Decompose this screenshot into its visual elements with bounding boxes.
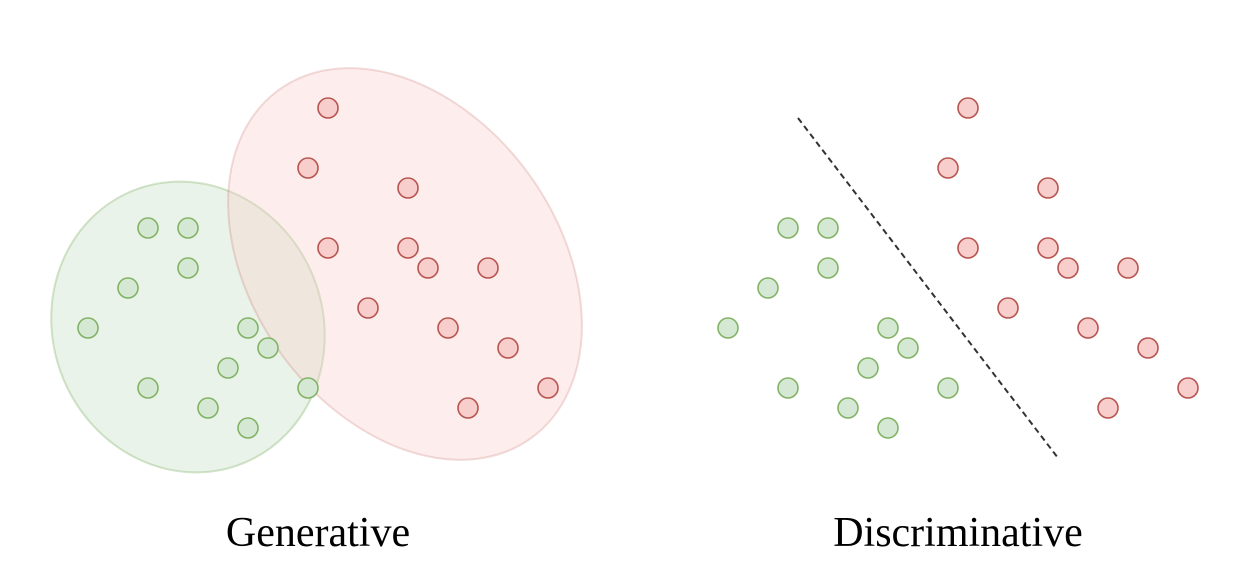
- class-a-point: [817, 217, 839, 239]
- discriminative-caption: Discriminative: [833, 510, 1083, 556]
- class-b-point: [1037, 177, 1059, 199]
- class-a-point: [137, 217, 159, 239]
- discriminative-points: [717, 97, 1199, 439]
- class-b-point: [937, 157, 959, 179]
- class-a-point: [757, 277, 779, 299]
- class-a-point: [857, 357, 879, 379]
- class-a-point: [117, 277, 139, 299]
- decision-boundary: [797, 117, 1059, 459]
- class-a-point: [817, 257, 839, 279]
- class-b-point: [317, 97, 339, 119]
- class-b-point: [417, 257, 439, 279]
- class-b-point: [1177, 377, 1199, 399]
- class-b-point: [457, 397, 479, 419]
- class-a-point: [297, 377, 319, 399]
- class-b-point: [1097, 397, 1119, 419]
- generative-caption: Generative: [226, 510, 410, 556]
- class-a-point: [197, 397, 219, 419]
- class-a-point: [237, 317, 259, 339]
- class-b-point: [1137, 337, 1159, 359]
- class-a-point: [257, 337, 279, 359]
- class-b-point: [397, 237, 419, 259]
- class-a-point: [837, 397, 859, 419]
- class-a-point: [937, 377, 959, 399]
- class-a-point: [777, 217, 799, 239]
- class-b-point: [957, 97, 979, 119]
- class-a-point: [137, 377, 159, 399]
- generative-points: [77, 97, 559, 439]
- class-a-point: [717, 317, 739, 339]
- class-a-point: [77, 317, 99, 339]
- class-b-point: [497, 337, 519, 359]
- class-b-point: [1057, 257, 1079, 279]
- class-b-point: [1117, 257, 1139, 279]
- class-a-point: [177, 217, 199, 239]
- class-b-point: [997, 297, 1019, 319]
- class-b-point: [477, 257, 499, 279]
- class-b-point: [1037, 237, 1059, 259]
- class-b-point: [297, 157, 319, 179]
- class-a-region: [50, 180, 326, 474]
- class-a-point: [877, 317, 899, 339]
- class-a-point: [177, 257, 199, 279]
- class-b-point: [397, 177, 419, 199]
- class-b-point: [357, 297, 379, 319]
- class-a-point: [877, 417, 899, 439]
- class-a-point: [897, 337, 919, 359]
- class-a-point: [777, 377, 799, 399]
- class-b-point: [957, 237, 979, 259]
- class-b-point: [317, 237, 339, 259]
- class-b-point: [537, 377, 559, 399]
- class-a-point: [217, 357, 239, 379]
- class-a-point: [237, 417, 259, 439]
- class-b-point: [1077, 317, 1099, 339]
- discriminative-panel: [717, 97, 1199, 459]
- generative-panel: [50, 67, 583, 474]
- class-b-point: [437, 317, 459, 339]
